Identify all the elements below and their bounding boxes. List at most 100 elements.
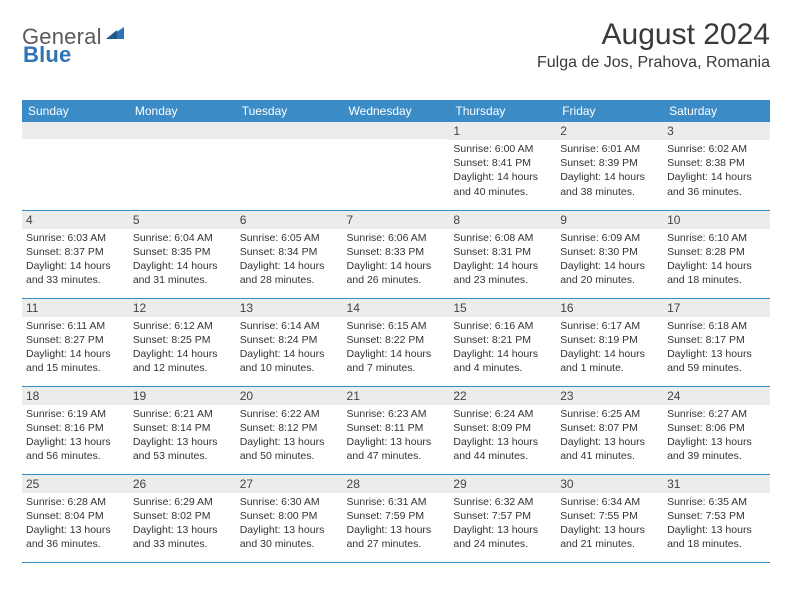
daynum-band: 14 bbox=[343, 299, 450, 317]
sunrise-text: Sunrise: 6:30 AM bbox=[240, 495, 339, 509]
sunset-text: Sunset: 8:33 PM bbox=[347, 245, 446, 259]
sunset-text: Sunset: 8:21 PM bbox=[453, 333, 552, 347]
sunset-text: Sunset: 8:00 PM bbox=[240, 509, 339, 523]
day-header-sunday: Sunday bbox=[22, 100, 129, 122]
month-title: August 2024 bbox=[537, 18, 770, 52]
empty-band bbox=[129, 122, 236, 139]
sunrise-text: Sunrise: 6:27 AM bbox=[667, 407, 766, 421]
day-number: 27 bbox=[240, 477, 339, 491]
daylight-text: Daylight: 13 hours bbox=[26, 435, 125, 449]
daylight-text: and 20 minutes. bbox=[560, 273, 659, 287]
daynum-band: 6 bbox=[236, 211, 343, 229]
day-cell: 1Sunrise: 6:00 AMSunset: 8:41 PMDaylight… bbox=[449, 122, 556, 210]
sunrise-text: Sunrise: 6:01 AM bbox=[560, 142, 659, 156]
daynum-band: 27 bbox=[236, 475, 343, 493]
week-row: 4Sunrise: 6:03 AMSunset: 8:37 PMDaylight… bbox=[22, 210, 770, 298]
daylight-text: Daylight: 14 hours bbox=[240, 347, 339, 361]
day-cell: 3Sunrise: 6:02 AMSunset: 8:38 PMDaylight… bbox=[663, 122, 770, 210]
sunrise-text: Sunrise: 6:11 AM bbox=[26, 319, 125, 333]
day-number: 25 bbox=[26, 477, 125, 491]
empty-cell bbox=[22, 122, 129, 210]
daynum-band: 5 bbox=[129, 211, 236, 229]
daynum-band: 29 bbox=[449, 475, 556, 493]
logo-text-blue: Blue bbox=[23, 42, 71, 67]
day-cell: 27 Sunrise: 6:30 AMSunset: 8:00 PMDayligh… bbox=[236, 474, 343, 562]
day-cell: 26Sunrise: 6:29 AMSunset: 8:02 PMDayligh… bbox=[129, 474, 236, 562]
daylight-text: and 59 minutes. bbox=[667, 361, 766, 375]
daynum-band: 28 bbox=[343, 475, 450, 493]
sunset-text: Sunset: 8:27 PM bbox=[26, 333, 125, 347]
week-row: 25Sunrise: 6:28 AMSunset: 8:04 PMDayligh… bbox=[22, 474, 770, 562]
daylight-text: and 56 minutes. bbox=[26, 449, 125, 463]
sunrise-text: Sunrise: 6:04 AM bbox=[133, 231, 232, 245]
daylight-text: and 7 minutes. bbox=[347, 361, 446, 375]
daynum-band: 19 bbox=[129, 387, 236, 405]
day-cell: 18Sunrise: 6:19 AMSunset: 8:16 PMDayligh… bbox=[22, 386, 129, 474]
sunset-text: Sunset: 8:22 PM bbox=[347, 333, 446, 347]
day-number: 6 bbox=[240, 213, 339, 227]
sunset-text: Sunset: 8:28 PM bbox=[667, 245, 766, 259]
title-block: August 2024 Fulga de Jos, Prahova, Roman… bbox=[537, 18, 770, 72]
daylight-text: and 36 minutes. bbox=[26, 537, 125, 551]
daynum-band: 4 bbox=[22, 211, 129, 229]
day-number: 28 bbox=[347, 477, 446, 491]
daylight-text: Daylight: 13 hours bbox=[667, 523, 766, 537]
daylight-text: Daylight: 13 hours bbox=[347, 435, 446, 449]
day-cell: 13Sunrise: 6:14 AMSunset: 8:24 PMDayligh… bbox=[236, 298, 343, 386]
day-cell: 30Sunrise: 6:34 AMSunset: 7:55 PMDayligh… bbox=[556, 474, 663, 562]
day-cell: 10Sunrise: 6:10 AMSunset: 8:28 PMDayligh… bbox=[663, 210, 770, 298]
sunset-text: Sunset: 8:12 PM bbox=[240, 421, 339, 435]
day-cell: 7Sunrise: 6:06 AMSunset: 8:33 PMDaylight… bbox=[343, 210, 450, 298]
sunset-text: Sunset: 8:37 PM bbox=[26, 245, 125, 259]
day-cell: 5Sunrise: 6:04 AMSunset: 8:35 PMDaylight… bbox=[129, 210, 236, 298]
sunrise-text: Sunrise: 6:12 AM bbox=[133, 319, 232, 333]
daylight-text: Daylight: 13 hours bbox=[560, 435, 659, 449]
daylight-text: Daylight: 14 hours bbox=[240, 259, 339, 273]
daylight-text: Daylight: 13 hours bbox=[667, 347, 766, 361]
daylight-text: Daylight: 14 hours bbox=[347, 347, 446, 361]
daylight-text: Daylight: 13 hours bbox=[240, 435, 339, 449]
sunset-text: Sunset: 8:31 PM bbox=[453, 245, 552, 259]
day-cell: 25Sunrise: 6:28 AMSunset: 8:04 PMDayligh… bbox=[22, 474, 129, 562]
sunrise-text: Sunrise: 6:25 AM bbox=[560, 407, 659, 421]
sunrise-text: Sunrise: 6:35 AM bbox=[667, 495, 766, 509]
sunrise-text: Sunrise: 6:17 AM bbox=[560, 319, 659, 333]
daynum-band: 15 bbox=[449, 299, 556, 317]
sunrise-text: Sunrise: 6:14 AM bbox=[240, 319, 339, 333]
sunset-text: Sunset: 8:25 PM bbox=[133, 333, 232, 347]
daylight-text: and 47 minutes. bbox=[347, 449, 446, 463]
sunset-text: Sunset: 8:07 PM bbox=[560, 421, 659, 435]
sunset-text: Sunset: 7:53 PM bbox=[667, 509, 766, 523]
sunset-text: Sunset: 8:14 PM bbox=[133, 421, 232, 435]
day-number: 19 bbox=[133, 389, 232, 403]
day-header-tuesday: Tuesday bbox=[236, 100, 343, 122]
daylight-text: Daylight: 13 hours bbox=[240, 523, 339, 537]
daynum-band: 20 bbox=[236, 387, 343, 405]
day-cell: 11Sunrise: 6:11 AMSunset: 8:27 PMDayligh… bbox=[22, 298, 129, 386]
week-row: 1Sunrise: 6:00 AMSunset: 8:41 PMDaylight… bbox=[22, 122, 770, 210]
sunset-text: Sunset: 8:04 PM bbox=[26, 509, 125, 523]
empty-band bbox=[22, 122, 129, 139]
day-number: 15 bbox=[453, 301, 552, 315]
daylight-text: Daylight: 14 hours bbox=[667, 170, 766, 184]
daynum-band: 17 bbox=[663, 299, 770, 317]
daylight-text: Daylight: 14 hours bbox=[453, 170, 552, 184]
day-number: 16 bbox=[560, 301, 659, 315]
day-cell: 22Sunrise: 6:24 AMSunset: 8:09 PMDayligh… bbox=[449, 386, 556, 474]
daynum-band: 22 bbox=[449, 387, 556, 405]
day-number: 10 bbox=[667, 213, 766, 227]
sunrise-text: Sunrise: 6:06 AM bbox=[347, 231, 446, 245]
sunrise-text: Sunrise: 6:10 AM bbox=[667, 231, 766, 245]
week-row: 11Sunrise: 6:11 AMSunset: 8:27 PMDayligh… bbox=[22, 298, 770, 386]
sunset-text: Sunset: 8:38 PM bbox=[667, 156, 766, 170]
sunset-text: Sunset: 8:16 PM bbox=[26, 421, 125, 435]
sunrise-text: Sunrise: 6:08 AM bbox=[453, 231, 552, 245]
sunrise-text: Sunrise: 6:31 AM bbox=[347, 495, 446, 509]
day-number: 17 bbox=[667, 301, 766, 315]
sunset-text: Sunset: 7:55 PM bbox=[560, 509, 659, 523]
calendar-page: General August 2024 Fulga de Jos, Prahov… bbox=[0, 0, 792, 581]
sunset-text: Sunset: 8:24 PM bbox=[240, 333, 339, 347]
day-number: 30 bbox=[560, 477, 659, 491]
daylight-text: and 28 minutes. bbox=[240, 273, 339, 287]
sunrise-text: Sunrise: 6:24 AM bbox=[453, 407, 552, 421]
